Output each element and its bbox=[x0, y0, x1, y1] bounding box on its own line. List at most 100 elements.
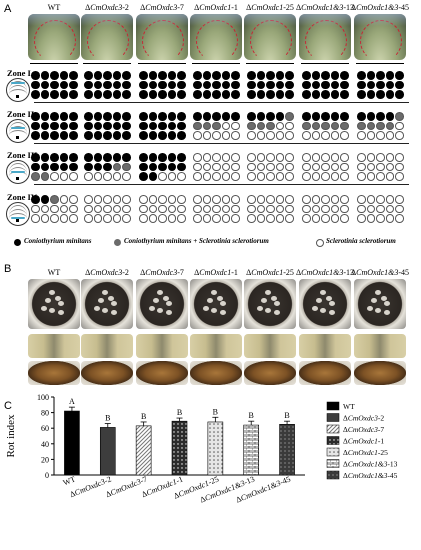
coniothyrium-dot bbox=[69, 131, 78, 140]
sclerotinia-dot bbox=[256, 204, 266, 214]
sclerotium-spot bbox=[102, 307, 109, 313]
sclerotium-spot bbox=[211, 307, 218, 313]
sclerotinia-dot bbox=[247, 162, 256, 172]
legend-swatch bbox=[326, 459, 340, 468]
plate-underline bbox=[301, 63, 349, 64]
coniothyrium-dot bbox=[330, 71, 340, 80]
coniothyrium-dot bbox=[93, 121, 103, 131]
mixed-dot bbox=[112, 162, 122, 172]
petri-dish-photo bbox=[244, 279, 296, 329]
zone-schematic-highlight bbox=[11, 126, 25, 129]
sclerotium-spot bbox=[156, 290, 163, 296]
coniothyrium-dot bbox=[112, 153, 122, 162]
carrot-top-photo bbox=[354, 334, 406, 358]
coniothyrium-dot bbox=[385, 112, 395, 121]
coniothyrium-dot bbox=[311, 80, 321, 90]
sclerotium-spot bbox=[217, 295, 224, 301]
significance-letter: B bbox=[249, 411, 254, 420]
coniothyrium-dot bbox=[275, 80, 285, 90]
plate-underline bbox=[138, 63, 186, 64]
sclerotinia-dot bbox=[167, 204, 177, 214]
sclerotium-spot bbox=[203, 305, 210, 311]
coniothyrium-dot bbox=[221, 80, 231, 90]
sclerotinia-dot bbox=[231, 153, 240, 162]
zone-schematic-arc bbox=[9, 209, 27, 224]
sclerotium-spot bbox=[383, 309, 390, 315]
coniothyrium-dot bbox=[167, 112, 177, 121]
sclerotium-spot bbox=[265, 307, 272, 313]
y-tick-label: 0 bbox=[45, 471, 49, 480]
sclerotinia-dot bbox=[212, 204, 221, 214]
coniothyrium-dot bbox=[59, 90, 69, 99]
mixed-dot bbox=[366, 121, 376, 131]
zone-label: Zone IV bbox=[7, 192, 37, 202]
sclerotinia-dot bbox=[302, 195, 311, 204]
sclerotinia-dot bbox=[50, 214, 59, 223]
sclerotinia-dot bbox=[256, 131, 266, 140]
sclerotinia-dot bbox=[167, 172, 177, 181]
mixed-dot bbox=[376, 121, 385, 131]
panel-b-strain-label: ΔCmOxdc1&3-45 bbox=[350, 268, 410, 277]
sclerotinia-dot bbox=[385, 195, 395, 204]
coniothyrium-dot bbox=[340, 112, 349, 121]
sclerotinia-dot bbox=[275, 131, 285, 140]
coniothyrium-dot bbox=[202, 112, 212, 121]
legend-swatch-black bbox=[14, 239, 21, 246]
sclerotinia-dot bbox=[330, 172, 340, 181]
sclerotinia-dot bbox=[69, 195, 78, 204]
mixed-dot bbox=[212, 121, 221, 131]
sclerotium-spot bbox=[257, 305, 264, 311]
sclerotium-spot bbox=[367, 305, 374, 311]
coniothyrium-dot bbox=[50, 131, 59, 140]
sclerotium-spot bbox=[219, 309, 226, 315]
significance-letter: B bbox=[141, 412, 146, 421]
sclerotinia-dot bbox=[247, 214, 256, 223]
coniothyrium-dot bbox=[31, 131, 40, 140]
carrot-section-photo bbox=[190, 361, 242, 385]
mixed-dot bbox=[330, 121, 340, 131]
coniothyrium-dot bbox=[103, 162, 112, 172]
sclerotinia-dot bbox=[385, 214, 395, 223]
y-tick-label: 20 bbox=[41, 455, 49, 464]
coniothyrium-dot bbox=[40, 195, 50, 204]
sclerotinia-dot bbox=[266, 153, 275, 162]
coniothyrium-dot bbox=[139, 80, 148, 90]
sclerotinia-dot bbox=[376, 162, 385, 172]
coniothyrium-dot bbox=[40, 121, 50, 131]
sclerotinia-dot bbox=[357, 214, 366, 223]
coniothyrium-dot bbox=[193, 80, 202, 90]
sclerotinia-dot bbox=[231, 121, 240, 131]
sclerotinia-dot bbox=[275, 195, 285, 204]
sclerotinia-dot bbox=[59, 172, 69, 181]
significance-letter: A bbox=[69, 397, 75, 406]
coniothyrium-dot bbox=[231, 112, 240, 121]
legend-swatch bbox=[326, 436, 340, 445]
coniothyrium-dot bbox=[395, 90, 404, 99]
coniothyrium-dot bbox=[366, 112, 376, 121]
sclerotinia-dot bbox=[266, 131, 275, 140]
legend-label: ΔCmOxdc3-7 bbox=[343, 425, 384, 434]
sclerotinia-dot bbox=[321, 214, 330, 223]
sclerotinia-dot bbox=[275, 162, 285, 172]
sclerotinia-dot bbox=[357, 204, 366, 214]
panel-a-strain-label: ΔCmOxdc1-25 bbox=[246, 3, 294, 12]
coniothyrium-dot bbox=[212, 90, 221, 99]
plate-dots-arc bbox=[305, 20, 347, 60]
sclerotinia-dot bbox=[321, 131, 330, 140]
sclerotium-spot bbox=[41, 305, 48, 311]
sclerotium-spot bbox=[326, 295, 333, 301]
sclerotinia-dot bbox=[84, 195, 93, 204]
sclerotinia-dot bbox=[395, 153, 404, 162]
coniothyrium-dot bbox=[266, 80, 275, 90]
sclerotinia-dot bbox=[202, 172, 212, 181]
sclerotinia-dot bbox=[311, 214, 321, 223]
coniothyrium-dot bbox=[103, 131, 112, 140]
panel-b-strain-label: ΔCmOxdc1-25 bbox=[246, 268, 294, 277]
carrot-section-photo bbox=[81, 361, 133, 385]
coniothyrium-dot bbox=[93, 131, 103, 140]
sclerotium-spot bbox=[375, 307, 382, 313]
plate-dots-arc bbox=[360, 20, 402, 60]
petri-dish-photo bbox=[299, 279, 351, 329]
sclerotinia-dot bbox=[139, 195, 148, 204]
coniothyrium-dot bbox=[148, 131, 158, 140]
